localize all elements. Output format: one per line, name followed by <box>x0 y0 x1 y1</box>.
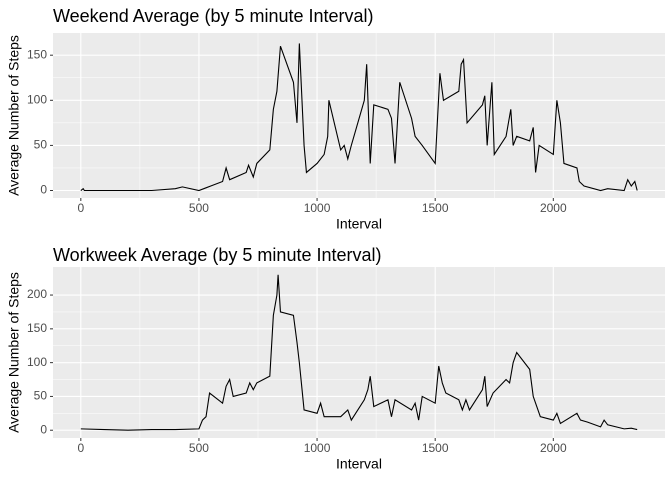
x-axis-title: Interval <box>336 456 382 472</box>
y-tick-label: 200 <box>27 287 47 301</box>
x-tick-label: 1500 <box>422 441 449 455</box>
x-axis-title: Interval <box>336 216 382 232</box>
x-tick-label: 2000 <box>540 201 567 215</box>
y-tick-label: 50 <box>34 389 48 403</box>
x-tick-label: 0 <box>77 441 84 455</box>
data-line <box>80 274 638 431</box>
chart-title: Weekend Average (by 5 minute Interval) <box>53 6 374 26</box>
y-tick-label: 150 <box>27 47 47 61</box>
y-tick-label: 50 <box>34 138 48 152</box>
y-axis-title: Average Number of Steps <box>6 272 22 433</box>
plot-panel <box>53 267 665 438</box>
x-tick-label: 500 <box>189 441 209 455</box>
x-tick-label: 1000 <box>304 201 331 215</box>
y-tick-label: 100 <box>27 92 47 106</box>
y-tick-label: 0 <box>40 422 47 436</box>
y-tick-label: 0 <box>40 183 47 197</box>
y-tick-label: 100 <box>27 355 47 369</box>
x-tick-label: 500 <box>189 201 209 215</box>
chart-title: Workweek Average (by 5 minute Interval) <box>53 245 381 265</box>
x-tick-label: 1000 <box>304 441 331 455</box>
plot-panel <box>53 33 665 198</box>
x-tick-label: 0 <box>77 201 84 215</box>
x-tick-label: 1500 <box>422 201 449 215</box>
data-line <box>80 43 638 192</box>
x-tick-label: 2000 <box>540 441 567 455</box>
y-tick-label: 150 <box>27 321 47 335</box>
y-axis-title: Average Number of Steps <box>6 35 22 196</box>
